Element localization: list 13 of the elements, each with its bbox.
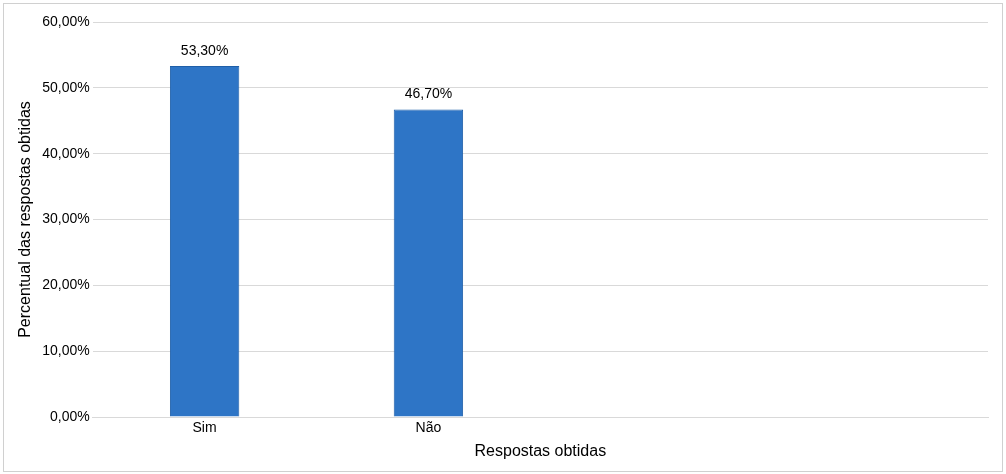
- y-tick-label: 50,00%: [42, 78, 90, 95]
- y-tick-label: 20,00%: [42, 276, 90, 293]
- x-axis-title: Respostas obtidas: [474, 441, 607, 459]
- y-tick-label: 40,00%: [42, 144, 90, 161]
- data-label: 53,30%: [180, 41, 229, 58]
- x-tick-label: Não: [415, 419, 442, 436]
- y-tick-label: 0,00%: [49, 407, 90, 424]
- data-label: 46,70%: [404, 85, 453, 102]
- y-tick-label: 60,00%: [42, 12, 90, 29]
- y-tick-label: 10,00%: [42, 342, 90, 359]
- x-tick-label: Sim: [192, 419, 217, 436]
- y-axis-title: Percentual das respostas obtidas: [16, 101, 34, 338]
- y-tick-label: 30,00%: [42, 210, 90, 227]
